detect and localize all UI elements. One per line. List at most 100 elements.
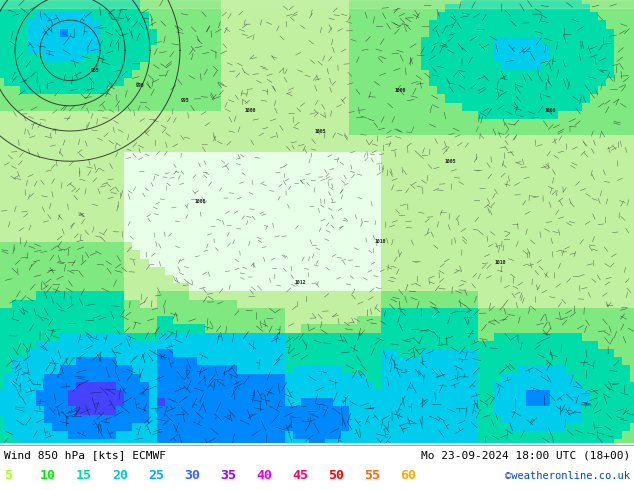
Bar (317, 118, 326, 127)
Bar (44, 143, 53, 152)
Bar (470, 365, 479, 373)
Bar (422, 52, 430, 62)
Bar (52, 175, 61, 185)
Bar (245, 143, 254, 152)
Bar (76, 356, 85, 366)
Bar (93, 110, 101, 119)
Bar (229, 241, 238, 250)
Bar (36, 143, 45, 152)
Bar (365, 233, 374, 242)
Bar (550, 225, 559, 234)
Bar (317, 0, 326, 4)
Bar (598, 52, 607, 62)
Bar (141, 365, 150, 373)
Bar (429, 151, 438, 160)
Bar (630, 118, 634, 127)
Bar (518, 258, 527, 267)
Bar (429, 241, 438, 250)
Bar (4, 143, 13, 152)
Bar (373, 28, 382, 37)
Bar (470, 439, 479, 447)
Bar (20, 233, 29, 242)
Bar (52, 36, 61, 45)
Bar (4, 135, 13, 144)
Bar (205, 77, 214, 86)
Bar (333, 61, 342, 70)
Bar (566, 168, 575, 176)
Bar (44, 217, 53, 226)
Bar (630, 0, 634, 4)
Bar (405, 258, 414, 267)
Bar (12, 0, 21, 4)
Bar (117, 291, 126, 300)
Bar (501, 381, 510, 390)
Bar (389, 291, 398, 300)
Bar (317, 348, 326, 357)
Bar (269, 159, 278, 168)
Bar (285, 258, 294, 267)
Bar (389, 85, 398, 95)
Bar (590, 241, 599, 250)
Bar (389, 422, 398, 431)
Bar (189, 422, 198, 431)
Bar (148, 208, 157, 218)
Bar (301, 135, 310, 144)
Bar (429, 36, 438, 45)
Bar (124, 110, 133, 119)
Bar (52, 126, 61, 135)
Bar (437, 365, 446, 373)
Bar (100, 151, 109, 160)
Bar (429, 323, 438, 333)
Bar (373, 414, 382, 423)
Bar (68, 126, 77, 135)
Bar (630, 299, 634, 308)
Bar (277, 85, 286, 95)
Bar (253, 249, 262, 259)
Bar (470, 85, 479, 95)
Bar (398, 69, 406, 78)
Bar (236, 299, 246, 308)
Bar (301, 258, 310, 267)
Bar (36, 168, 45, 176)
Bar (582, 315, 591, 324)
Bar (381, 274, 390, 283)
Bar (622, 102, 631, 111)
Bar (622, 0, 631, 4)
Bar (558, 3, 567, 12)
Bar (582, 77, 591, 86)
Bar (0, 356, 5, 366)
Bar (44, 258, 53, 267)
Bar (236, 348, 246, 357)
Bar (598, 118, 607, 127)
Bar (470, 249, 479, 259)
Bar (566, 118, 575, 127)
Bar (172, 348, 181, 357)
Bar (317, 159, 326, 168)
Bar (429, 69, 438, 78)
Bar (148, 356, 157, 366)
Bar (453, 28, 462, 37)
Bar (462, 36, 470, 45)
Bar (542, 69, 551, 78)
Bar (614, 94, 623, 102)
Bar (606, 291, 615, 300)
Bar (285, 175, 294, 185)
Bar (486, 439, 495, 447)
Bar (462, 61, 470, 70)
Bar (325, 217, 334, 226)
Bar (614, 233, 623, 242)
Bar (309, 233, 318, 242)
Bar (205, 44, 214, 53)
Bar (165, 61, 174, 70)
Bar (245, 406, 254, 415)
Bar (4, 348, 13, 357)
Bar (253, 406, 262, 415)
Bar (582, 365, 591, 373)
Bar (590, 348, 599, 357)
Bar (124, 69, 133, 78)
Bar (365, 151, 374, 160)
Bar (325, 135, 334, 144)
Bar (261, 365, 270, 373)
Bar (205, 36, 214, 45)
Bar (93, 11, 101, 21)
